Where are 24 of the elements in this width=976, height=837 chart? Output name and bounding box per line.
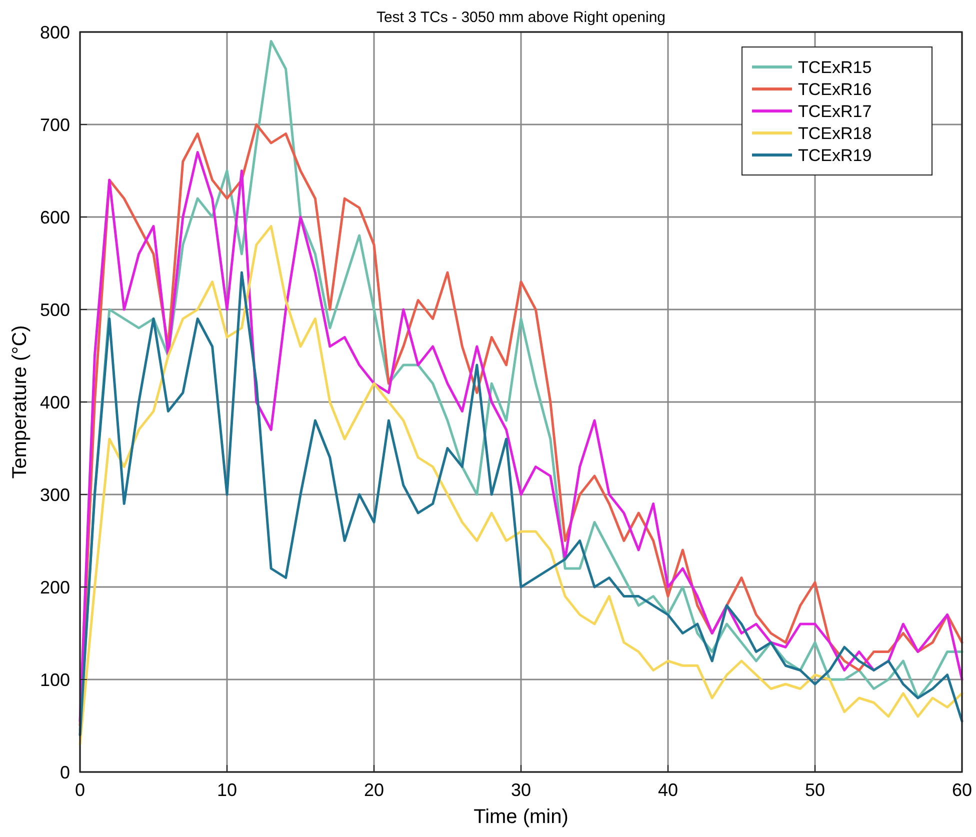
- x-tick-label: 40: [658, 780, 678, 800]
- legend-label: TCExR17: [798, 102, 872, 121]
- y-tick-label: 500: [40, 300, 70, 320]
- x-axis-title: Time (min): [474, 806, 568, 828]
- x-tick-label: 0: [74, 780, 86, 800]
- legend-label: TCExR19: [798, 146, 872, 165]
- y-tick-label: 100: [40, 670, 70, 690]
- chart-title: Test 3 TCs - 3050 mm above Right opening: [376, 9, 666, 26]
- legend-label: TCExR18: [798, 124, 872, 143]
- legend-label: TCExR15: [798, 58, 872, 77]
- x-tick-label: 30: [510, 780, 532, 800]
- x-tick-label: 20: [364, 780, 384, 800]
- legend-label: TCExR16: [798, 80, 872, 99]
- y-tick-label: 0: [60, 762, 70, 782]
- x-tick-label: 50: [804, 780, 826, 800]
- y-tick-label: 300: [40, 484, 70, 505]
- y-tick-label: 200: [40, 577, 70, 598]
- x-tick-label: 10: [216, 780, 238, 800]
- y-tick-label: 600: [40, 207, 70, 228]
- x-tick-label: 60: [952, 780, 972, 800]
- y-tick-label: 400: [40, 392, 70, 412]
- y-tick-label: 800: [40, 22, 70, 42]
- y-tick-label: 700: [40, 114, 70, 135]
- y-axis-title: Temperature (°C): [9, 325, 31, 479]
